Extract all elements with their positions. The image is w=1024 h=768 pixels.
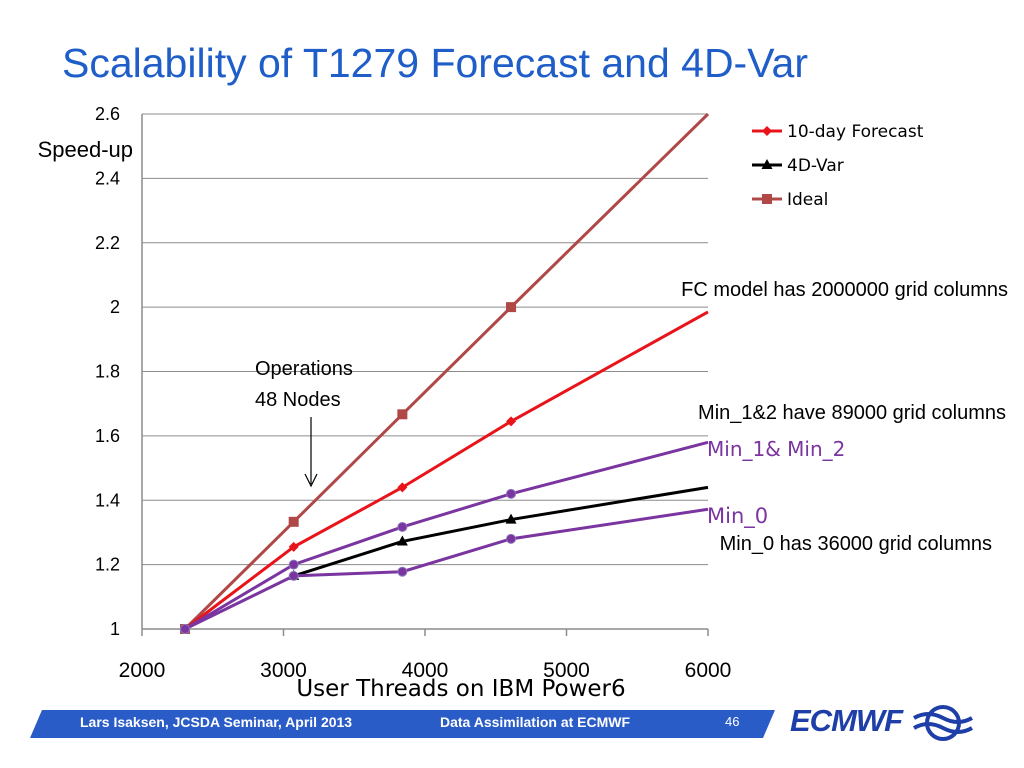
data-point-triangle [761, 159, 773, 169]
annotation-48-nodes: 48 Nodes [255, 389, 341, 411]
data-point-circle [288, 570, 299, 581]
footer-page-number: 46 [725, 714, 740, 729]
axes: 1 1.2 1.4 1.6 1.8 2 2.2 2.4 2.6 2000 3000 4000 5000 6… [38, 104, 732, 702]
footer-topic: Data Assimilation at ECMWF [440, 714, 631, 730]
x-tick-label: 3000 [260, 659, 307, 682]
data-point-diamond [506, 416, 517, 427]
legend-label: Ideal [787, 190, 828, 210]
y-tick-label: 1.4 [95, 490, 120, 510]
series-line [184, 440, 709, 631]
data-point-circle [288, 559, 299, 570]
data-point-diamond [762, 126, 772, 136]
series-lines [180, 112, 710, 634]
data-point-circle [506, 533, 517, 544]
data-point-circle [397, 521, 408, 532]
y-tick-label: 2 [110, 297, 120, 317]
grid-lines [142, 113, 708, 566]
y-axis-label: Speed-up [38, 137, 133, 162]
series-line [293, 485, 709, 578]
data-point-circle [506, 488, 517, 499]
legend-label: 4D-Var [787, 156, 844, 176]
x-tick-label: 4000 [402, 659, 449, 682]
legend: 10-day Forecast 4D-Var Ideal [752, 122, 924, 210]
data-point-diamond [397, 482, 408, 493]
speedup-chart: 1 1.2 1.4 1.6 1.8 2 2.2 2.4 2.6 2000 3000 4000 5000 6… [38, 104, 1008, 702]
data-point-square [506, 302, 517, 313]
y-tick-label: 1.6 [95, 426, 120, 446]
annotation-fc-grid: FC model has 2000000 grid columns [681, 279, 1008, 301]
data-point-square [397, 409, 408, 420]
annotation-operations: Operations [255, 358, 353, 380]
data-point-circle [180, 624, 191, 634]
y-tick-label: 1.8 [95, 362, 120, 382]
slide-title: Scalability of T1279 Forecast and 4D-Var [62, 40, 808, 86]
annotation-min12-label: Min_1& Min_2 [707, 437, 845, 461]
y-tick-label: 1.2 [95, 555, 120, 575]
ecmwf-logo: ECMWF [790, 703, 974, 741]
annotation-arrow-head [304, 473, 318, 488]
x-tick-label: 2000 [119, 659, 166, 682]
data-point-triangle [396, 535, 408, 546]
footer-author: Lars Isaksen, JCSDA Seminar, April 2013 [80, 714, 353, 730]
data-point-circle [397, 566, 408, 577]
logo-text: ECMWF [790, 703, 903, 738]
y-tick-label: 2.6 [95, 104, 120, 124]
ecmwf-logo-icon [912, 704, 973, 741]
data-point-square [288, 516, 299, 527]
annotation-min0-label: Min_0 [707, 504, 768, 529]
annotations: FC model has 2000000 grid columns Min_1&2… [255, 279, 1008, 555]
footer-bar [30, 710, 775, 738]
x-tick-label: 5000 [543, 659, 590, 682]
annotation-min12-grid: Min_1&2 have 89000 grid columns [698, 402, 1006, 424]
x-axis-label: User Threads on IBM Power6 [296, 676, 625, 702]
data-point-square [762, 194, 772, 204]
legend-label: 10-day Forecast [787, 122, 924, 142]
data-point-triangle [505, 513, 517, 524]
y-tick-label: 2.2 [95, 233, 120, 253]
y-tick-label: 1 [110, 619, 120, 639]
x-tick-label: 6000 [685, 659, 732, 682]
y-tick-label: 2.4 [95, 168, 120, 188]
data-point-diamond [288, 541, 299, 552]
annotation-min0-grid: Min_0 has 36000 grid columns [720, 533, 992, 555]
